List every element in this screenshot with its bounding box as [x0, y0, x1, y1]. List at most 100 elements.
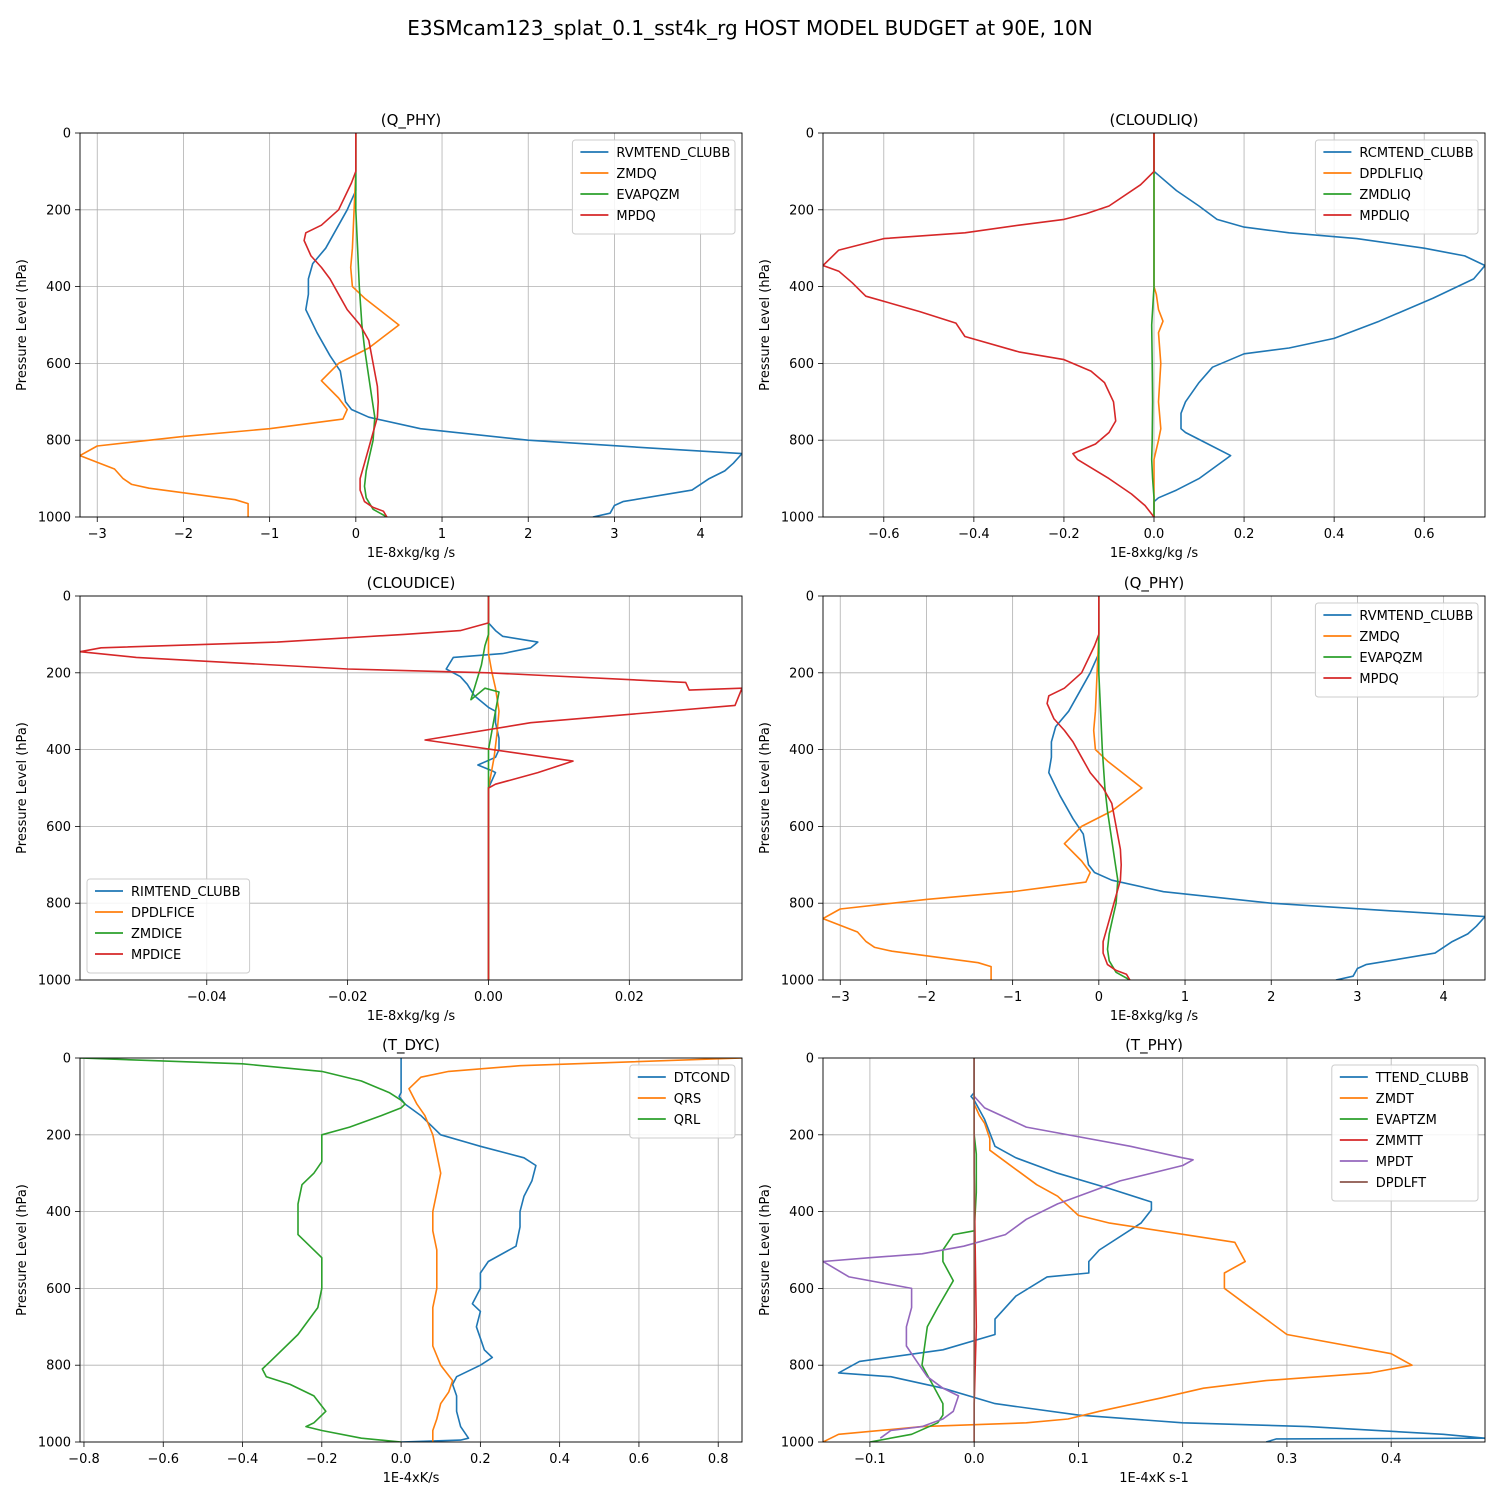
legend-label: MPDLIQ: [1359, 209, 1409, 224]
x-tick-label: 0.2: [1234, 527, 1255, 542]
legend-label: MPDT: [1376, 1155, 1413, 1170]
y-tick-label: 800: [789, 897, 814, 912]
x-axis-label: 1E-8xkg/kg /s: [1110, 1009, 1199, 1024]
y-tick-label: 600: [789, 820, 814, 835]
x-tick-label: 0.8: [708, 1452, 729, 1467]
legend: DTCOND QRS QRL: [629, 1064, 736, 1139]
series-line-zmdliq: [1150, 133, 1155, 517]
legend-label: DPDLFLIQ: [1359, 167, 1423, 182]
series-line-rimtend-clubb: [445, 596, 539, 980]
x-tick-label: 4: [1439, 990, 1447, 1005]
chart-title: (CLOUDICE): [367, 574, 456, 592]
series-line-evapqzm: [354, 133, 388, 517]
series-line-rvmtend-clubb: [304, 133, 742, 517]
y-tick-label: 600: [46, 820, 71, 835]
legend-label: ZMDQ: [616, 167, 656, 182]
x-axis-label: 1E-8xkg/kg /s: [367, 546, 456, 561]
x-tick-label: 0.6: [1414, 527, 1435, 542]
series-group: [823, 133, 1485, 517]
legend-label: ZMMTT: [1376, 1134, 1423, 1149]
x-tick-label: 4: [696, 527, 704, 542]
x-tick-label: −0.2: [1048, 527, 1080, 542]
series-line-dpdlfice: [487, 596, 500, 980]
chart-title: (Q_PHY): [381, 111, 442, 130]
axes-frame: [822, 132, 1486, 518]
x-tick-label: 0.2: [470, 1452, 491, 1467]
legend-box: [86, 878, 251, 974]
x-tick-label: 0.4: [1324, 527, 1345, 542]
legend: TTEND_CLUBB ZMDT EVAPTZM ZMMTT MPDT DPDLFT: [1331, 1064, 1479, 1202]
x-axis-label: 1E-4xK s-1: [1119, 1471, 1189, 1486]
y-axis-label: Pressure Level (hPa): [758, 259, 773, 391]
x-tick-label: 1: [1181, 990, 1189, 1005]
x-axis-label: 1E-8xkg/kg /s: [1110, 546, 1199, 561]
series-line-dtcond: [398, 1058, 537, 1442]
series-line-zmdice: [470, 596, 500, 980]
series-line-mpdice: [80, 596, 742, 980]
series-group: [80, 1058, 742, 1442]
legend-label: RVMTEND_CLUBB: [616, 146, 730, 161]
y-tick-label: 600: [789, 357, 814, 372]
series-line-zmdq: [80, 133, 400, 517]
x-tick-label: −0.6: [868, 527, 900, 542]
legend: RVMTEND_CLUBB ZMDQ EVAPQZM MPDQ: [1314, 602, 1479, 698]
x-tick-label: −3: [831, 990, 850, 1005]
x-tick-label: 0.2: [1172, 1452, 1193, 1467]
y-tick-label: 200: [789, 1128, 814, 1143]
y-tick-label: 1000: [781, 974, 814, 989]
axes-frame: [822, 595, 1486, 981]
x-tick-label: −0.4: [227, 1452, 259, 1467]
axes-frame: [822, 1057, 1486, 1443]
series-line-evapqzm: [1098, 596, 1131, 980]
y-tick-label: 200: [46, 666, 71, 681]
y-tick-label: 200: [46, 1128, 71, 1143]
x-tick-label: −0.8: [68, 1452, 100, 1467]
legend-label: RIMTEND_CLUBB: [131, 885, 241, 900]
x-tick-label: −0.2: [306, 1452, 338, 1467]
legend-label: EVAPQZM: [1359, 651, 1422, 666]
y-axis-label: Pressure Level (hPa): [15, 259, 30, 391]
x-tick-label: −0.1: [854, 1452, 886, 1467]
legend: RCMTEND_CLUBB DPDLFLIQ ZMDLIQ MPDLIQ: [1314, 139, 1479, 235]
legend-label: QRL: [674, 1113, 701, 1128]
legend-label: DTCOND: [674, 1071, 730, 1086]
x-tick-label: 0: [352, 527, 360, 542]
chart-panel-1: −3 −2 −1 0 1 2 3 4 0 200 400 600 800 1000 (Q_PHY) 1E-8x…: [15, 111, 743, 561]
legend-label: DPDLFT: [1376, 1176, 1426, 1191]
y-tick-label: 1000: [38, 974, 71, 989]
x-tick-label: 0.1: [1068, 1452, 1089, 1467]
axes-frame: [79, 132, 743, 518]
legend-label: ZMDQ: [1359, 630, 1399, 645]
y-tick-label: 800: [46, 1359, 71, 1374]
legend-box: [1314, 602, 1479, 698]
x-tick-label: 0.00: [474, 990, 503, 1005]
x-tick-label: 2: [524, 527, 532, 542]
x-tick-label: 0.0: [1144, 527, 1165, 542]
x-tick-label: −1: [260, 527, 279, 542]
x-tick-label: 0.3: [1277, 1452, 1298, 1467]
legend-box: [1314, 139, 1479, 235]
legend-label: RVMTEND_CLUBB: [1359, 609, 1473, 624]
legend-label: ZMDLIQ: [1359, 188, 1410, 203]
y-tick-label: 800: [46, 434, 71, 449]
series-line-mpdq: [303, 133, 388, 517]
x-tick-label: −2: [917, 990, 936, 1005]
x-tick-label: 1: [438, 527, 446, 542]
x-tick-label: 2: [1267, 990, 1275, 1005]
y-tick-label: 1000: [38, 1436, 71, 1451]
series-line-qrl: [80, 1058, 406, 1442]
y-tick-label: 0: [806, 590, 814, 605]
x-tick-label: 3: [1353, 990, 1361, 1005]
y-tick-label: 800: [46, 897, 71, 912]
x-tick-label: −0.02: [328, 990, 368, 1005]
x-tick-label: 0.0: [391, 1452, 412, 1467]
y-tick-label: 0: [806, 1052, 814, 1067]
y-tick-label: 1000: [781, 511, 814, 526]
x-tick-label: 3: [610, 527, 618, 542]
x-tick-label: 0: [1095, 990, 1103, 1005]
series-line-rvmtend-clubb: [1048, 596, 1485, 980]
y-tick-label: 600: [46, 357, 71, 372]
y-tick-label: 800: [789, 434, 814, 449]
chart-panel-2: −0.6 −0.4 −0.2 0.0 0.2 0.4 0.6 0 200 400 600 800 100…: [758, 111, 1486, 561]
